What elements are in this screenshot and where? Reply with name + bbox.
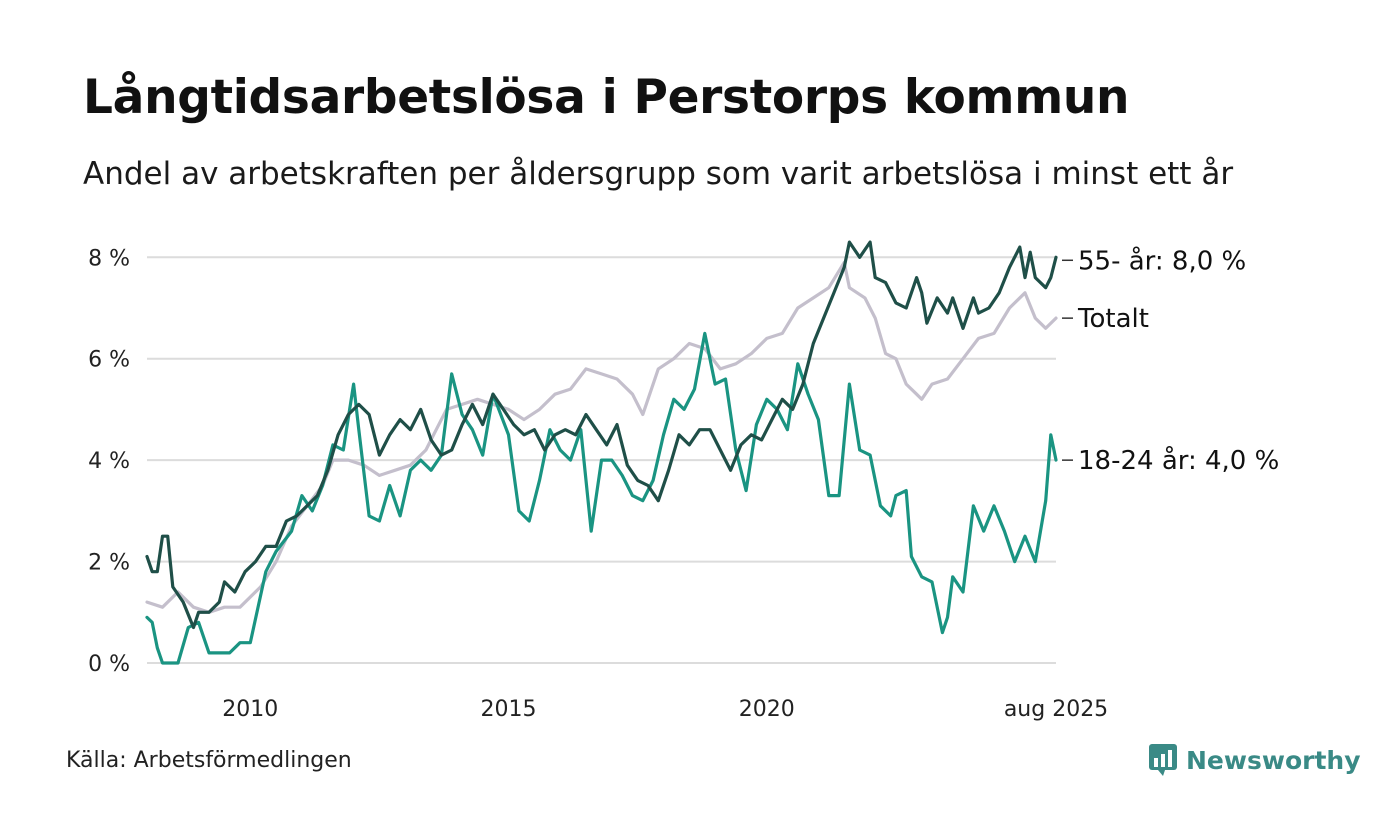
series-line-age55 <box>145 240 1058 630</box>
y-tick-label: 0 % <box>88 652 130 677</box>
y-tick-label: 4 % <box>88 449 130 474</box>
series-label-age1824: 18-24 år: 4,0 % <box>1078 445 1279 476</box>
x-tick-label: 2015 <box>481 697 537 722</box>
series-labels: Totalt 18-24 år: 4,0 % 55- år: 8,0 % <box>1062 245 1279 476</box>
series-lines <box>145 240 1058 665</box>
y-axis: 0 % 2 % 4 % 6 % 8 % <box>88 246 130 677</box>
x-tick-label: 2020 <box>739 697 795 722</box>
x-tick-label: 2010 <box>222 697 278 722</box>
newsworthy-logo-icon <box>1149 744 1177 776</box>
series-label-total: Totalt <box>1077 304 1149 334</box>
chart-title: Långtidsarbetslösa i Perstorps kommun <box>83 70 1130 125</box>
y-tick-label: 6 % <box>88 348 130 373</box>
x-tick-label: aug 2025 <box>1004 697 1108 722</box>
y-tick-label: 8 % <box>88 246 130 271</box>
x-axis: 2010 2015 2020 aug 2025 <box>222 697 1108 722</box>
y-tick-label: 2 % <box>88 551 130 576</box>
brand-name: Newsworthy <box>1186 745 1361 775</box>
chart-subtitle: Andel av arbetskraften per åldersgrupp s… <box>83 156 1234 192</box>
source-note: Källa: Arbetsförmedlingen <box>66 748 352 773</box>
series-label-age55: 55- år: 8,0 % <box>1078 245 1246 276</box>
series-line-age1824 <box>145 331 1058 665</box>
brand-logo: Newsworthy <box>1148 743 1361 777</box>
